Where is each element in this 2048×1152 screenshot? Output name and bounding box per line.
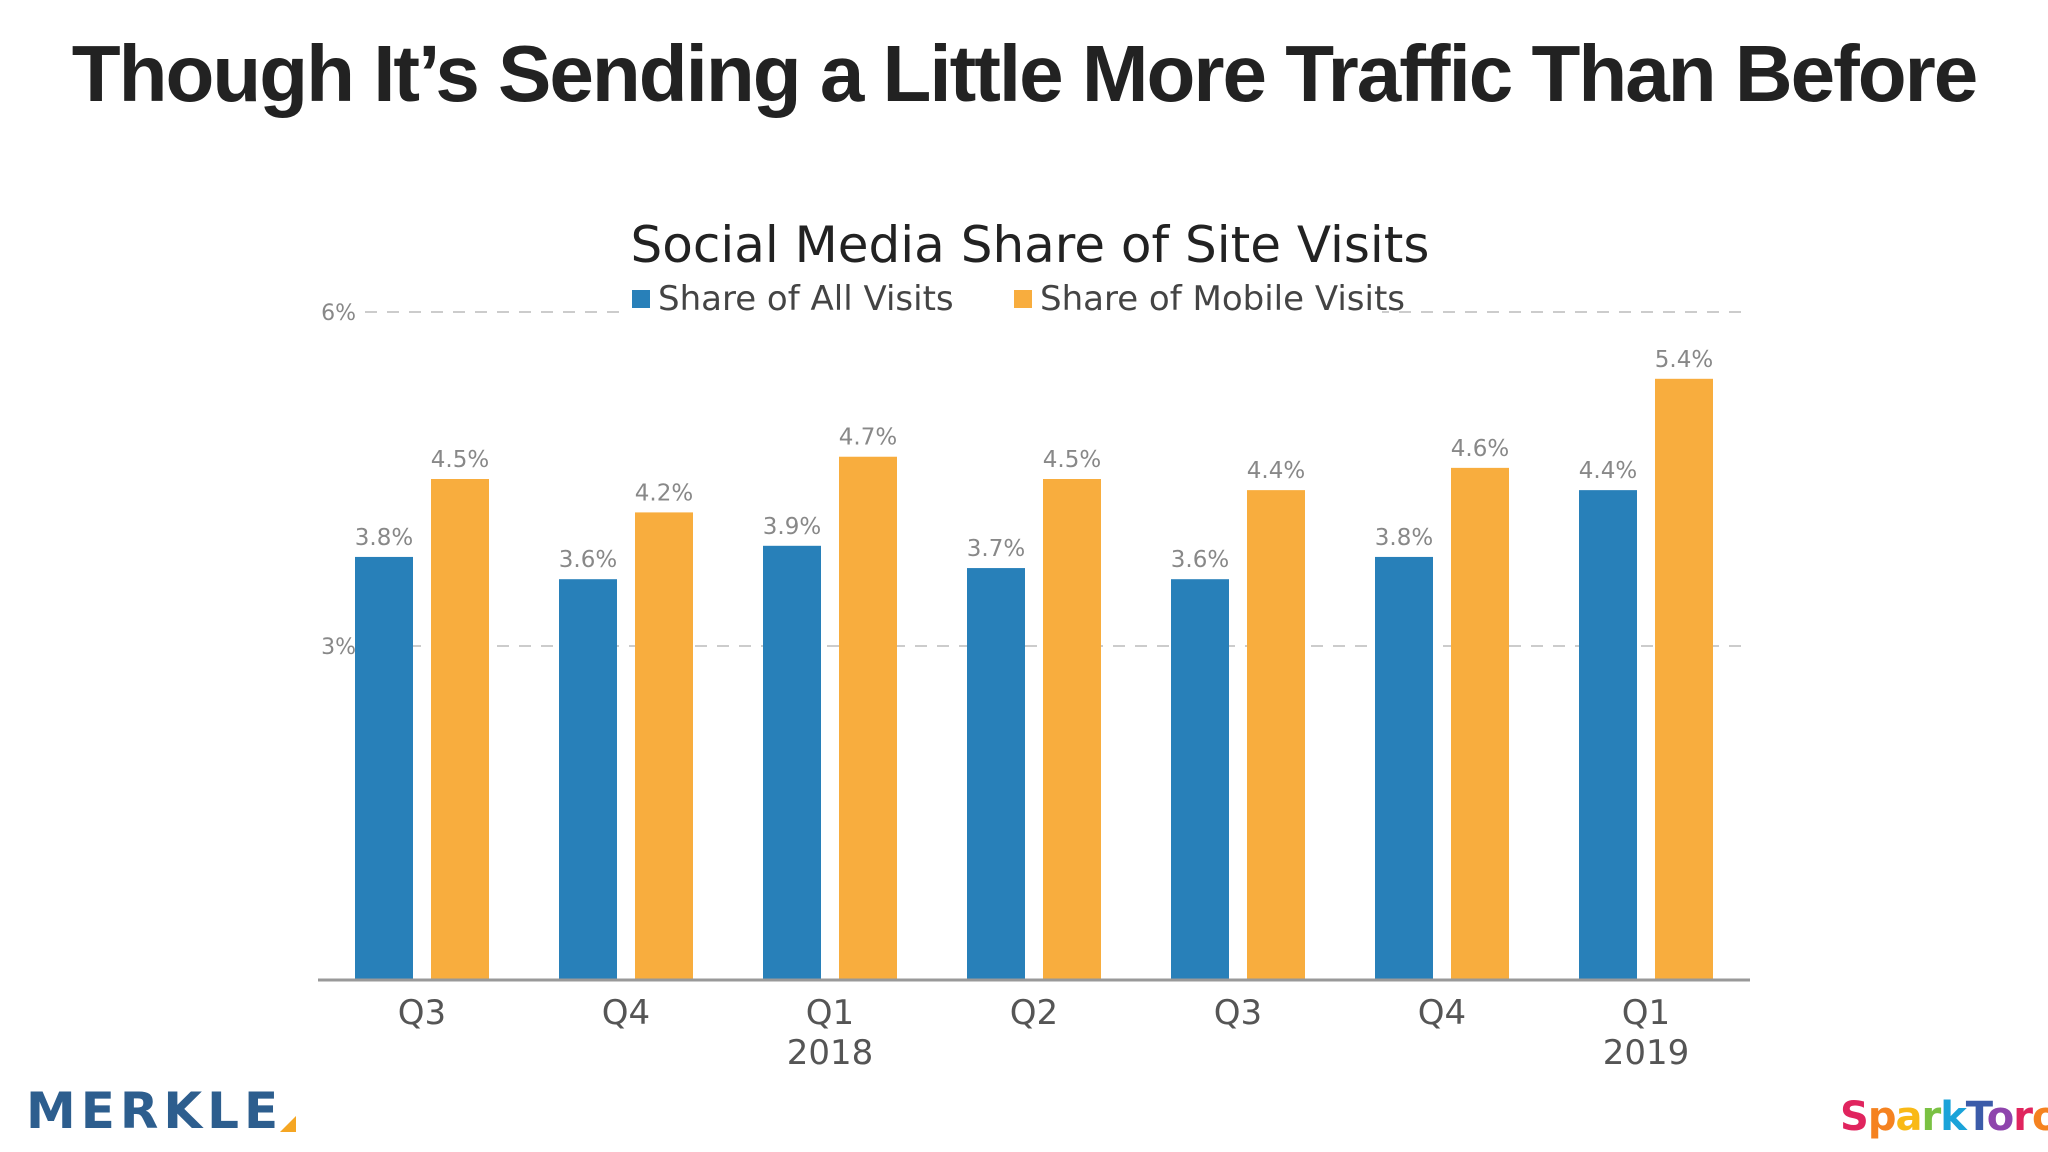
data-labels: 3.8% 4.5% 3.6% 4.2% 3.9% 4.7% 3.7% 4.5% 3.6% 4.4%… [355, 347, 1713, 573]
sparktoro-letter: T [1965, 1094, 1988, 1140]
data-label: 4.6% [1451, 436, 1509, 462]
legend-label: Share of Mobile Visits [1040, 279, 1405, 319]
bar-all-visits [1171, 579, 1229, 980]
legend-swatch-all-visits [632, 290, 650, 308]
x-tick-year-label: 2019 [1603, 1033, 1690, 1073]
data-label: 3.8% [1375, 525, 1433, 551]
data-label: 4.7% [839, 425, 897, 451]
data-label: 4.5% [431, 447, 489, 473]
bar-mobile-visits [1655, 378, 1713, 980]
x-tick-label: Q1 [1622, 993, 1670, 1033]
data-label: 5.4% [1655, 347, 1713, 373]
data-label: 4.4% [1579, 458, 1637, 484]
bars [355, 378, 1713, 980]
bar-mobile-visits [1451, 467, 1509, 980]
bar-mobile-visits [431, 479, 489, 980]
x-tick-label: Q4 [1418, 993, 1466, 1033]
data-label: 3.8% [355, 525, 413, 551]
sparktoro-letter: k [1940, 1094, 1967, 1140]
sparktoro-letter: a [1895, 1094, 1922, 1140]
bar-mobile-visits [1247, 490, 1305, 980]
slide-title: Though It’s Sending a Little More Traffi… [71, 29, 1978, 118]
data-label: 3.6% [559, 547, 617, 573]
data-label: 4.5% [1043, 447, 1101, 473]
legend-swatch-mobile-visits [1014, 290, 1032, 308]
y-tick-label: 6% [321, 301, 356, 326]
bar-all-visits [1579, 490, 1637, 980]
bar-mobile-visits [1043, 479, 1101, 980]
x-tick-label: Q4 [602, 993, 650, 1033]
sparktoro-letter: r [2013, 1094, 2033, 1140]
bar-all-visits [967, 568, 1025, 980]
sparktoro-logo: SparkToro [1840, 1094, 2048, 1140]
bar-all-visits [1375, 556, 1433, 980]
x-tick-year-label: 2018 [787, 1033, 874, 1073]
y-tick-label: 3% [321, 635, 356, 660]
legend-background [622, 280, 1382, 324]
merkle-logo-triangle [280, 1116, 296, 1132]
sparktoro-letter: r [1921, 1094, 1941, 1140]
sparktoro-letter: p [1867, 1094, 1897, 1140]
data-label: 3.6% [1171, 547, 1229, 573]
data-label: 3.9% [763, 514, 821, 540]
gridlines: 3% 6% [321, 301, 1750, 660]
data-label: 4.2% [635, 480, 693, 506]
legend-label: Share of All Visits [658, 279, 954, 319]
bar-all-visits [559, 579, 617, 980]
x-tick-label: Q2 [1010, 993, 1058, 1033]
bar-mobile-visits [839, 456, 897, 980]
data-label: 3.7% [967, 536, 1025, 562]
chart-title: Social Media Share of Site Visits [631, 216, 1430, 274]
sparktoro-letter: o [1986, 1094, 2015, 1140]
data-label: 4.4% [1247, 458, 1305, 484]
bar-all-visits [355, 556, 413, 980]
merkle-logo: MERKLE [26, 1082, 284, 1140]
bar-all-visits [763, 545, 821, 980]
x-tick-label: Q3 [398, 993, 446, 1033]
x-tick-label: Q1 [806, 993, 854, 1033]
sparktoro-letter: S [1840, 1094, 1869, 1140]
legend: Share of All Visits Share of Mobile Visit… [622, 279, 1405, 324]
x-tick-label: Q3 [1214, 993, 1262, 1033]
sparktoro-letter: o [2032, 1094, 2048, 1140]
bar-mobile-visits [635, 512, 693, 980]
